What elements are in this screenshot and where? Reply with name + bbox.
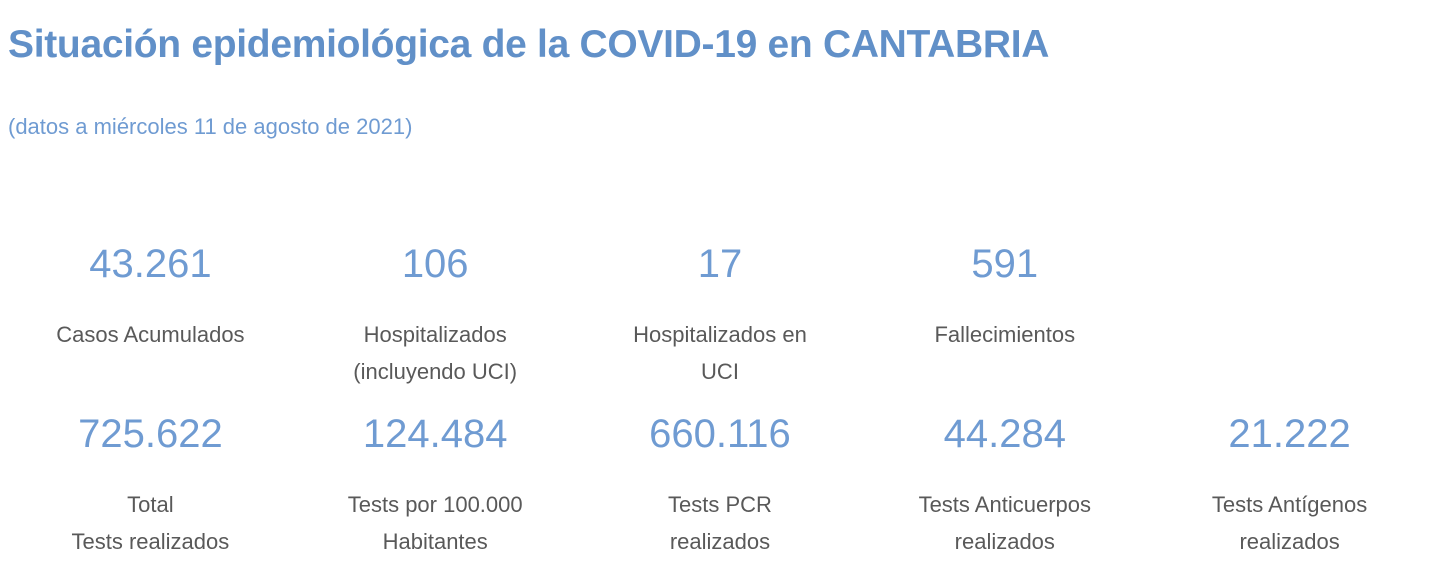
stat-label-line: Fallecimientos xyxy=(934,321,1076,347)
stat-casos-acumulados: 43.261 Casos Acumulados xyxy=(8,240,293,390)
stat-label-line: Hospitalizados xyxy=(363,321,507,347)
stat-label-line: Total xyxy=(127,491,174,517)
stats-row-2: 725.622 Total Tests realizados 124.484 T… xyxy=(8,410,1432,560)
stat-label-line: UCI xyxy=(701,358,739,384)
stat-label-line: Tests Antígenos xyxy=(1211,491,1368,517)
stat-value-hospitalizados-uci: 17 xyxy=(697,241,743,286)
stat-total-tests: 725.622 Total Tests realizados xyxy=(8,410,293,560)
stat-label-fallecimientos: Fallecimientos xyxy=(862,316,1147,353)
stat-hospitalizados: 106 Hospitalizados (incluyendo UCI) xyxy=(293,240,578,390)
stat-hospitalizados-uci: 17 Hospitalizados en UCI xyxy=(578,240,863,390)
stat-label-hospitalizados: Hospitalizados (incluyendo UCI) xyxy=(293,316,578,390)
stat-value-hospitalizados: 106 xyxy=(401,241,469,286)
stat-label-line: Tests por 100.000 xyxy=(347,491,523,517)
stat-label-tests-antigenos: Tests Antígenos realizados xyxy=(1147,486,1432,560)
stat-label-hospitalizados-uci: Hospitalizados en UCI xyxy=(578,316,863,390)
stat-tests-por-100000: 124.484 Tests por 100.000 Habitantes xyxy=(293,410,578,560)
stat-label-line: realizados xyxy=(669,528,771,554)
stat-value-total-tests: 725.622 xyxy=(78,411,223,456)
stat-value-fallecimientos: 591 xyxy=(971,241,1039,286)
stat-label-line: Tests Anticuerpos xyxy=(918,491,1091,517)
stat-value-tests-antigenos: 21.222 xyxy=(1228,411,1351,456)
stat-value-tests-pcr: 660.116 xyxy=(649,411,791,456)
stat-label-tests-pcr: Tests PCR realizados xyxy=(578,486,863,560)
stat-label-line: (incluyendo UCI) xyxy=(353,358,518,384)
stat-value-casos-acumulados: 43.261 xyxy=(89,241,212,286)
stat-label-line: Tests realizados xyxy=(71,528,230,554)
stat-value-tests-anticuerpos: 44.284 xyxy=(943,411,1066,456)
stats-row-1: 43.261 Casos Acumulados 106 Hospitalizad… xyxy=(8,240,1432,390)
stat-value-tests-por-100000: 124.484 xyxy=(362,411,508,456)
stat-label-tests-por-100000: Tests por 100.000 Habitantes xyxy=(293,486,578,560)
stat-label-line: Tests PCR xyxy=(668,491,772,517)
stat-label-line: Habitantes xyxy=(382,528,488,554)
stat-label-line: realizados xyxy=(954,528,1055,554)
stat-tests-antigenos: 21.222 Tests Antígenos realizados xyxy=(1147,410,1432,560)
stat-tests-pcr: 660.116 Tests PCR realizados xyxy=(578,410,863,560)
stat-fallecimientos: 591 Fallecimientos xyxy=(862,240,1147,390)
stat-label-line: realizados xyxy=(1239,528,1340,554)
stat-label-casos-acumulados: Casos Acumulados xyxy=(8,316,293,353)
stat-label-line: Hospitalizados en xyxy=(633,321,807,347)
stat-label-line: Casos Acumulados xyxy=(56,321,245,347)
page-subtitle: (datos a miércoles 11 de agosto de 2021) xyxy=(8,113,413,139)
page-title: Situación epidemiológica de la COVID-19 … xyxy=(8,23,1050,66)
stat-tests-anticuerpos: 44.284 Tests Anticuerpos realizados xyxy=(862,410,1147,560)
stat-label-tests-anticuerpos: Tests Anticuerpos realizados xyxy=(862,486,1147,560)
stat-label-total-tests: Total Tests realizados xyxy=(8,486,293,560)
